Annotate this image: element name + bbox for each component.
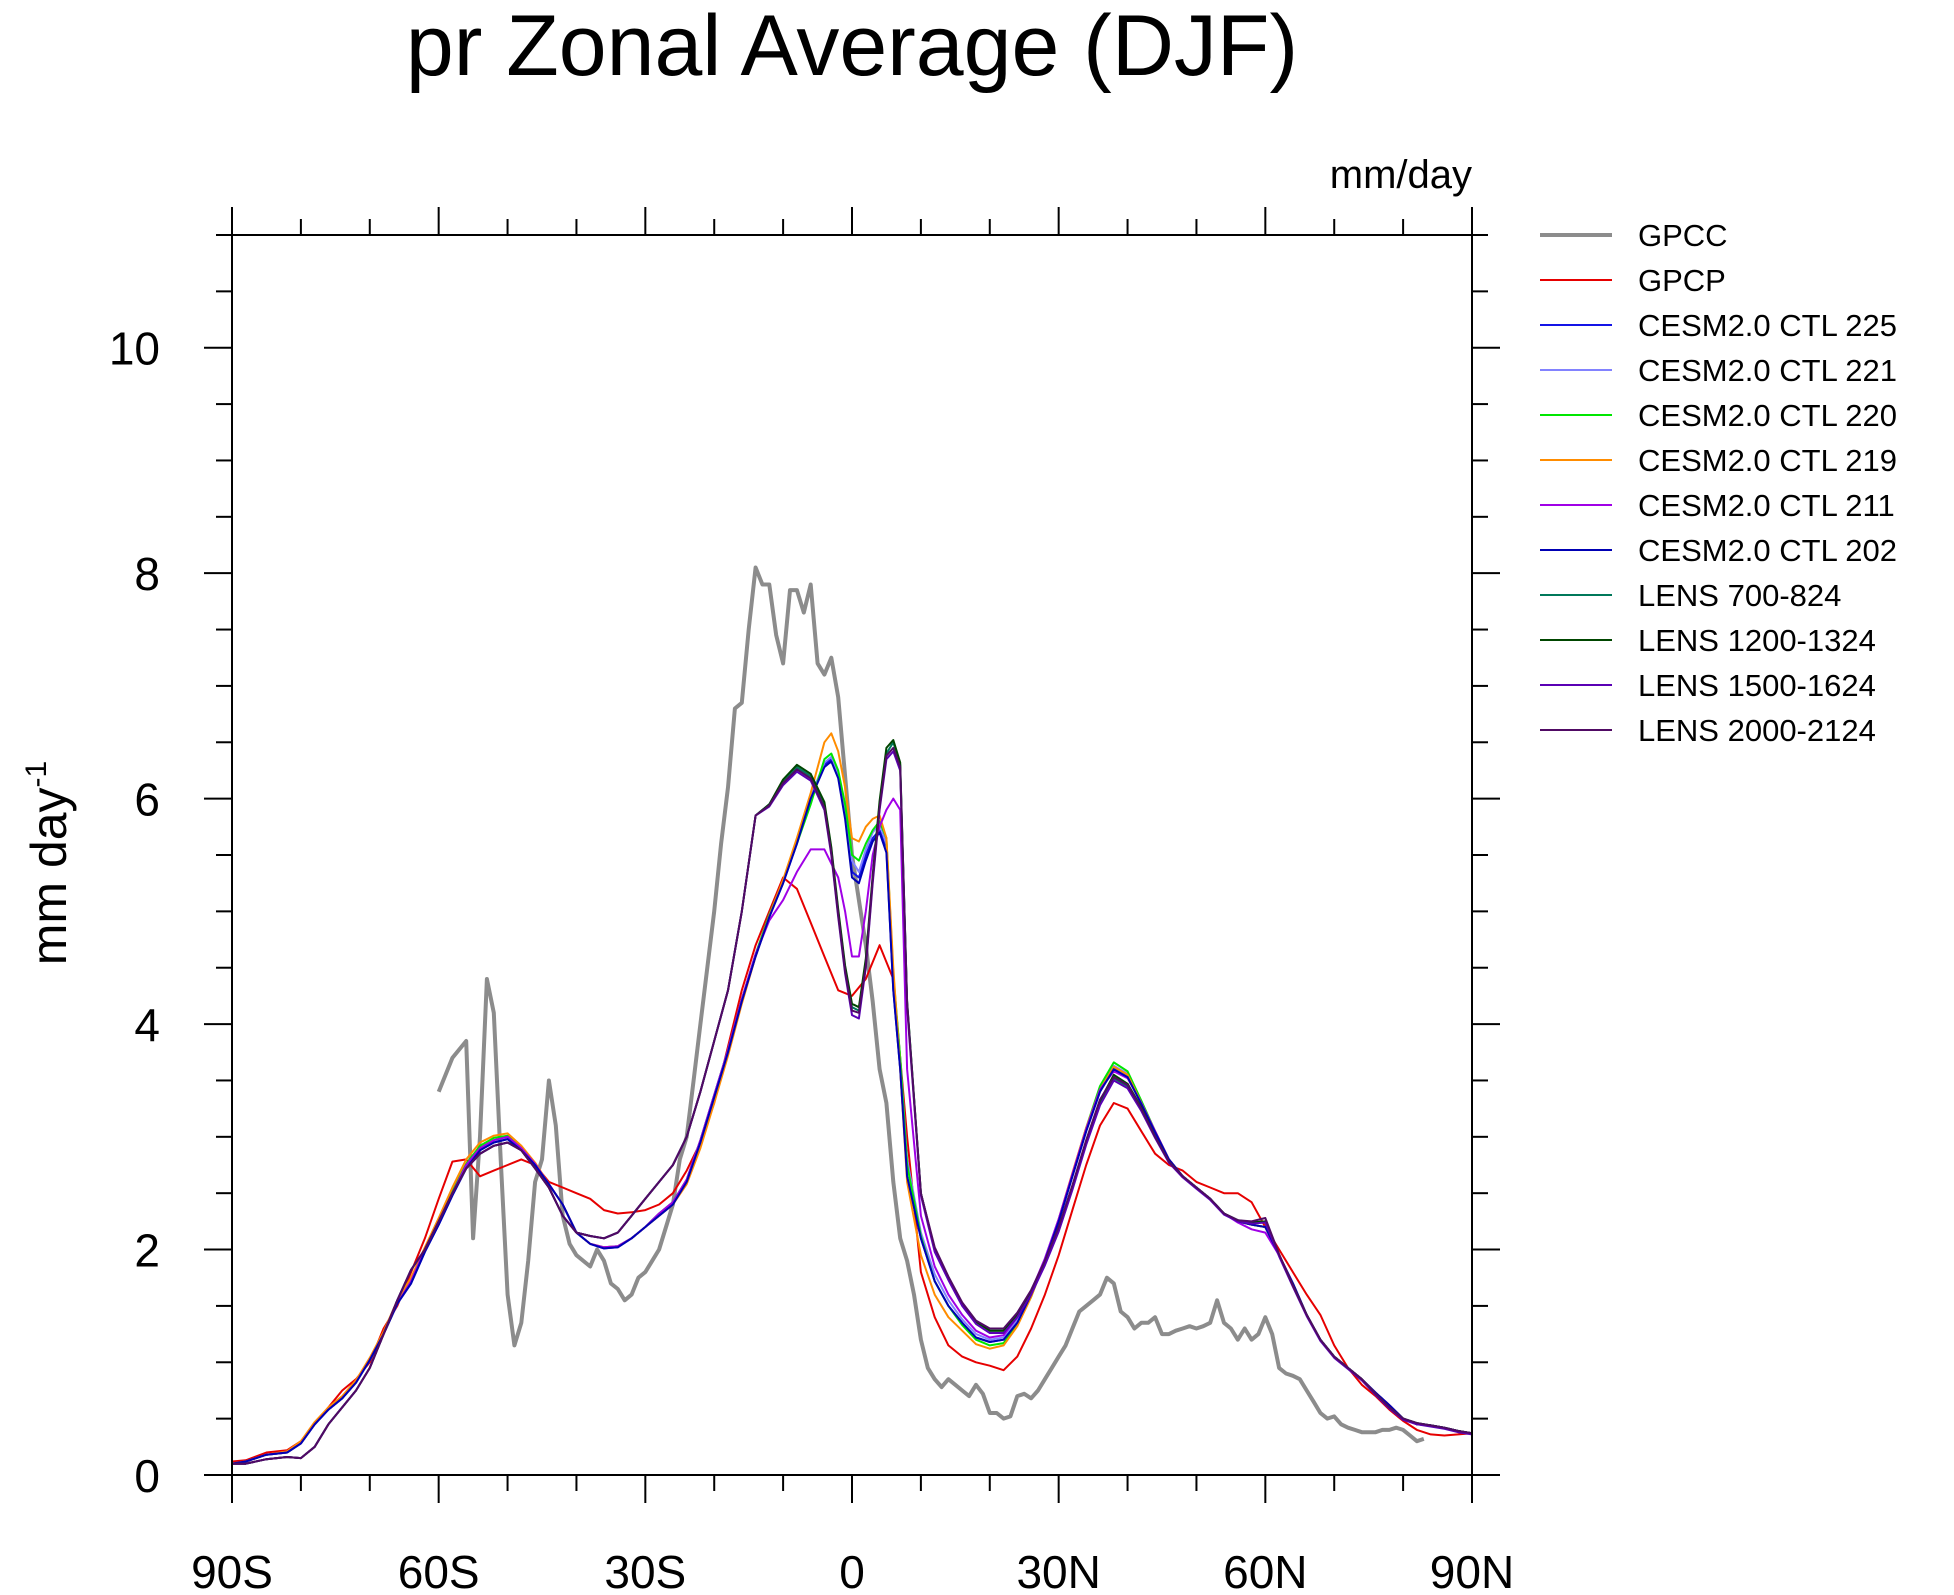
x-tick-label: 30N [1016,1546,1100,1595]
x-tick-label: 30S [604,1546,686,1595]
x-tick-label: 90N [1430,1546,1514,1595]
y-tick-label: 4 [134,999,160,1051]
series-line-cesm2-0-ctl-211 [232,797,1472,1465]
x-tick-label: 60S [398,1546,480,1595]
y-axis-label-superscript: -1 [20,761,53,788]
legend-label: LENS 1200-1324 [1638,623,1876,658]
chart-title: pr Zonal Average (DJF) [406,0,1298,94]
series-lines [232,565,1472,1465]
legend-label: CESM2.0 CTL 211 [1638,488,1895,523]
legend-label: LENS 1500-1624 [1638,668,1876,703]
legend: GPCC GPCP CESM2.0 CTL 225 CESM2.0 CTL 221 CE… [1540,218,1897,748]
legend-label: CESM2.0 CTL 202 [1638,533,1897,568]
plot-frame [231,234,1473,1476]
svg-text:mm day-1: mm day-1 [20,761,77,966]
series-line-lens-2000-2124 [232,746,1472,1465]
axis-ticks [204,207,1500,1503]
legend-label: GPCP [1638,263,1726,298]
y-tick-labels: 0 2 4 6 8 10 [109,323,160,1502]
legend-label: CESM2.0 CTL 220 [1638,398,1897,433]
y-tick-label: 10 [109,323,160,375]
legend-label: LENS 700-824 [1638,578,1841,613]
y-axis-label-text: mm day [21,787,77,965]
y-axis-label: mm day-1 [20,761,77,966]
legend-label: LENS 2000-2124 [1638,713,1876,748]
x-tick-label: 60N [1223,1546,1307,1595]
legend-label: GPCC [1638,218,1728,253]
x-tick-label: 0 [839,1546,865,1595]
y-tick-label: 8 [134,548,160,600]
legend-label: CESM2.0 CTL 225 [1638,308,1897,343]
y-tick-label: 2 [134,1225,160,1277]
series-line-cesm2-0-ctl-225 [232,758,1472,1465]
x-tick-label: 90S [191,1546,273,1595]
units-label: mm/day [1330,153,1472,197]
legend-label: CESM2.0 CTL 221 [1638,353,1897,388]
x-tick-labels: 90S 60S 30S 0 30N 60N 90N [191,1546,1514,1595]
y-tick-label: 6 [134,774,160,826]
series-line-gpcc [436,565,1425,1444]
y-tick-label: 0 [134,1450,160,1502]
legend-label: CESM2.0 CTL 219 [1638,443,1897,478]
